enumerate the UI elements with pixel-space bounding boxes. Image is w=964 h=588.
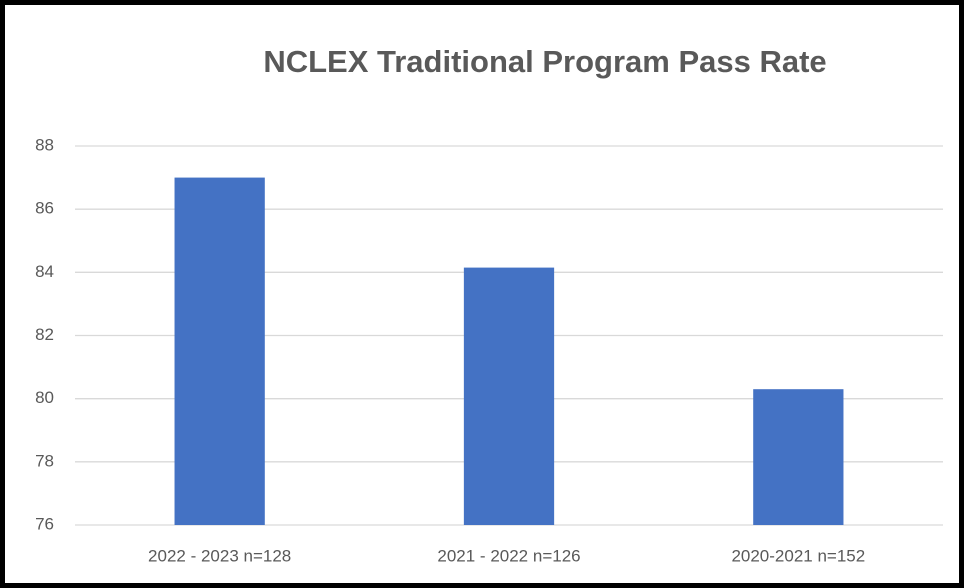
y-tick-label: 88 (35, 135, 54, 154)
bar (753, 389, 844, 525)
x-tick-label: 2020-2021 n=152 (731, 546, 865, 565)
y-tick-label: 84 (35, 262, 54, 281)
y-tick-label: 86 (35, 199, 54, 218)
x-tick-label: 2022 - 2023 n=128 (148, 546, 291, 565)
y-tick-label: 80 (35, 388, 54, 407)
bar (174, 177, 265, 526)
x-tick-label: 2021 - 2022 n=126 (437, 546, 580, 565)
bar (463, 267, 555, 525)
y-tick-label: 78 (35, 451, 54, 470)
y-tick-label: 76 (35, 514, 54, 533)
y-tick-label: 82 (35, 325, 54, 344)
chart-title: NCLEX Traditional Program Pass Rate (263, 44, 826, 79)
